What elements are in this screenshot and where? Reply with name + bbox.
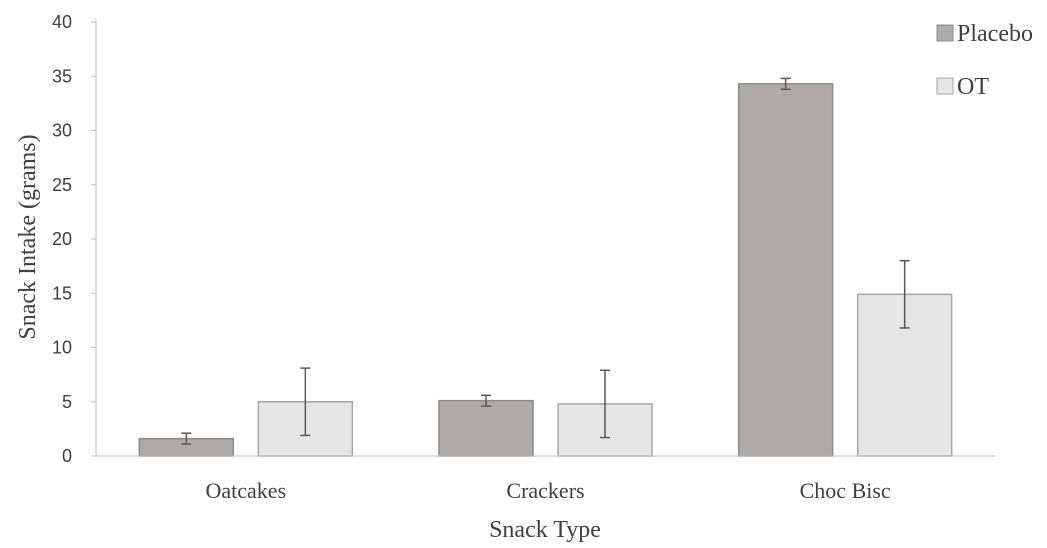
y-tick-label: 25 [52,175,72,195]
x-tick-label: Crackers [506,478,584,503]
y-tick-label: 5 [62,392,72,412]
error-bar [600,369,610,439]
y-tick-label: 10 [52,338,72,358]
legend: Placebo OT [936,21,1033,100]
legend-swatch-ot [936,77,954,95]
legend-label-ot: OT [957,74,989,100]
x-axis-title: Snack Type [489,517,601,543]
y-tick-label: 20 [52,229,72,249]
error-bar [181,432,192,445]
legend-label-placebo: Placebo [957,21,1033,47]
x-axis: Oatcakes Crackers Choc Bisc [96,455,995,503]
bar-placebo-crackers [438,399,534,457]
x-tick-label: Oatcakes [206,478,287,503]
y-tick-label: 40 [52,12,72,32]
y-tick-label: 0 [62,446,72,466]
legend-item-ot: OT [936,74,989,100]
y-tick-label: 15 [52,283,72,303]
error-bar [780,77,791,91]
legend-item-placebo: Placebo [936,21,1033,47]
error-bar [300,367,311,437]
legend-swatch-placebo [936,24,954,42]
error-bar [899,259,910,329]
bar-placebo-choc-bisc [737,83,834,457]
y-tick-label: 35 [52,66,72,86]
y-axis: 0 5 10 15 20 25 30 35 40 [52,12,97,466]
error-bar [481,394,491,407]
plot-area [138,77,953,457]
y-axis-title: Snack Intake (grams) [15,134,41,339]
x-tick-label: Choc Bisc [800,478,891,503]
y-tick-label: 30 [52,121,72,141]
